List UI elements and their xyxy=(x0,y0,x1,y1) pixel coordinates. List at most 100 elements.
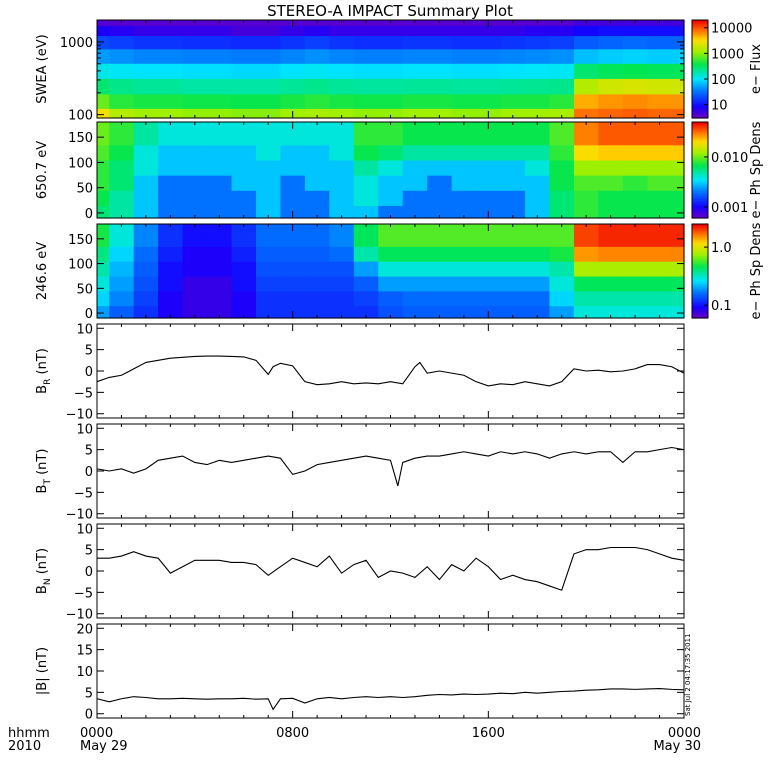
colorbar-segment xyxy=(692,90,708,93)
colorbar-segment xyxy=(692,182,708,185)
heatmap-cell xyxy=(525,144,551,161)
colorbar-segment xyxy=(692,111,708,114)
colorbar-segment xyxy=(692,31,708,34)
heatmap-cell xyxy=(97,290,110,307)
heatmap-cell xyxy=(378,261,404,277)
heatmap-cell xyxy=(109,175,135,191)
heatmap-cell xyxy=(549,205,575,219)
heatmap-cell xyxy=(182,246,208,262)
heatmap-cell xyxy=(158,305,184,319)
heatmap-cell xyxy=(622,108,648,119)
heatmap-cell xyxy=(427,129,453,146)
colorbar-segment xyxy=(692,158,708,161)
colorbar-segment xyxy=(692,280,708,283)
colorbar-segment xyxy=(692,272,708,275)
heatmap-cell xyxy=(353,275,379,292)
heatmap-cell xyxy=(476,144,502,161)
heatmap-cell xyxy=(500,25,526,37)
heatmap-cell xyxy=(549,63,575,79)
colorbar-segment xyxy=(692,36,708,39)
colorbar-segment xyxy=(692,263,708,266)
y-tick-label: −10 xyxy=(66,408,93,423)
colorbar-segment xyxy=(692,275,708,278)
heatmap-cell xyxy=(280,144,306,161)
heatmap-cell xyxy=(158,261,184,277)
heatmap-cell xyxy=(476,25,502,37)
heatmap-cell xyxy=(549,246,575,262)
colorbar-segment xyxy=(692,302,708,305)
colorbar-segment xyxy=(692,233,708,236)
heatmap-cell xyxy=(353,224,379,233)
heatmap-cell xyxy=(573,48,599,64)
heatmap-cell xyxy=(255,290,282,307)
heatmap-cell xyxy=(329,159,355,176)
colorbar-segment xyxy=(692,46,708,49)
y-tick-label: −10 xyxy=(66,508,93,523)
heatmap-cell xyxy=(427,246,453,262)
heatmap-cell xyxy=(451,224,477,233)
colorbar-segment xyxy=(692,57,708,60)
heatmap-cell xyxy=(329,63,355,79)
colorbar-segment xyxy=(692,285,708,288)
colorbar-frame xyxy=(691,223,709,319)
heatmap-cell xyxy=(280,129,306,146)
heatmap-cell xyxy=(500,261,526,277)
x-tick-label: 0000 xyxy=(668,726,701,741)
heatmap-cell xyxy=(549,275,575,292)
heatmap-cell xyxy=(231,231,257,247)
heatmap-cell xyxy=(280,25,306,37)
colorbar-segment xyxy=(692,258,708,261)
heatmap-cell xyxy=(182,35,208,50)
heatmap-cell xyxy=(329,190,355,206)
plot-title: STEREO-A IMPACT Summary Plot xyxy=(267,2,513,20)
colorbar-segment xyxy=(692,234,708,238)
heatmap-cell xyxy=(402,290,428,307)
colorbar-tick-label: 10 xyxy=(711,99,728,114)
heatmap-cell xyxy=(549,122,575,131)
colorbar-segment xyxy=(692,174,708,177)
colorbar-segment xyxy=(692,184,708,187)
heatmap-cell xyxy=(182,231,208,247)
colorbar-segment xyxy=(692,202,708,205)
heatmap-cell xyxy=(500,224,526,233)
heatmap-cell xyxy=(598,63,624,79)
heatmap-cell xyxy=(427,175,453,191)
heatmap-cell xyxy=(97,25,110,37)
heatmap-cell xyxy=(280,48,306,64)
colorbar-segment xyxy=(692,206,708,209)
heatmap-cell xyxy=(207,305,233,319)
heatmap-cell xyxy=(451,78,477,95)
heatmap-cell xyxy=(500,129,526,146)
heatmap-cell xyxy=(207,205,233,219)
heatmap-cell xyxy=(353,108,379,119)
colorbar-segment xyxy=(692,168,708,171)
colorbar-segment xyxy=(692,93,708,96)
heatmap-cell xyxy=(304,246,330,262)
heatmap-cell xyxy=(622,159,648,176)
heatmap-cell xyxy=(671,35,685,50)
heatmap-cell xyxy=(109,231,135,247)
colorbar-segment xyxy=(692,138,708,141)
y-tick-label: 20 xyxy=(76,622,93,637)
heatmap-cell xyxy=(427,261,453,277)
heatmap-cell xyxy=(353,93,379,109)
colorbar-segment xyxy=(692,150,708,153)
colorbar-segment xyxy=(692,305,708,308)
panel-pad246: 0.1 1.0 e− Ph Sp Dens 0 50 100 150 246.6 eV xyxy=(35,222,764,322)
heatmap-cell xyxy=(622,35,648,50)
heatmap-cell xyxy=(451,108,477,119)
heatmap-cell xyxy=(525,35,551,50)
heatmap-cell xyxy=(97,305,110,319)
heatmap-cell xyxy=(231,48,257,64)
heatmap-cell xyxy=(402,246,428,262)
colorbar-segment xyxy=(692,250,708,253)
heatmap-cell xyxy=(97,275,110,292)
colorbar-segment xyxy=(692,59,708,62)
colorbar-segment xyxy=(692,160,708,163)
colorbar-segment xyxy=(692,179,708,182)
heatmap-cell xyxy=(182,129,208,146)
heatmap-cell xyxy=(353,159,379,176)
heatmap-cell xyxy=(598,261,624,277)
colorbar-segment xyxy=(692,162,708,165)
heatmap-cell xyxy=(329,144,355,161)
